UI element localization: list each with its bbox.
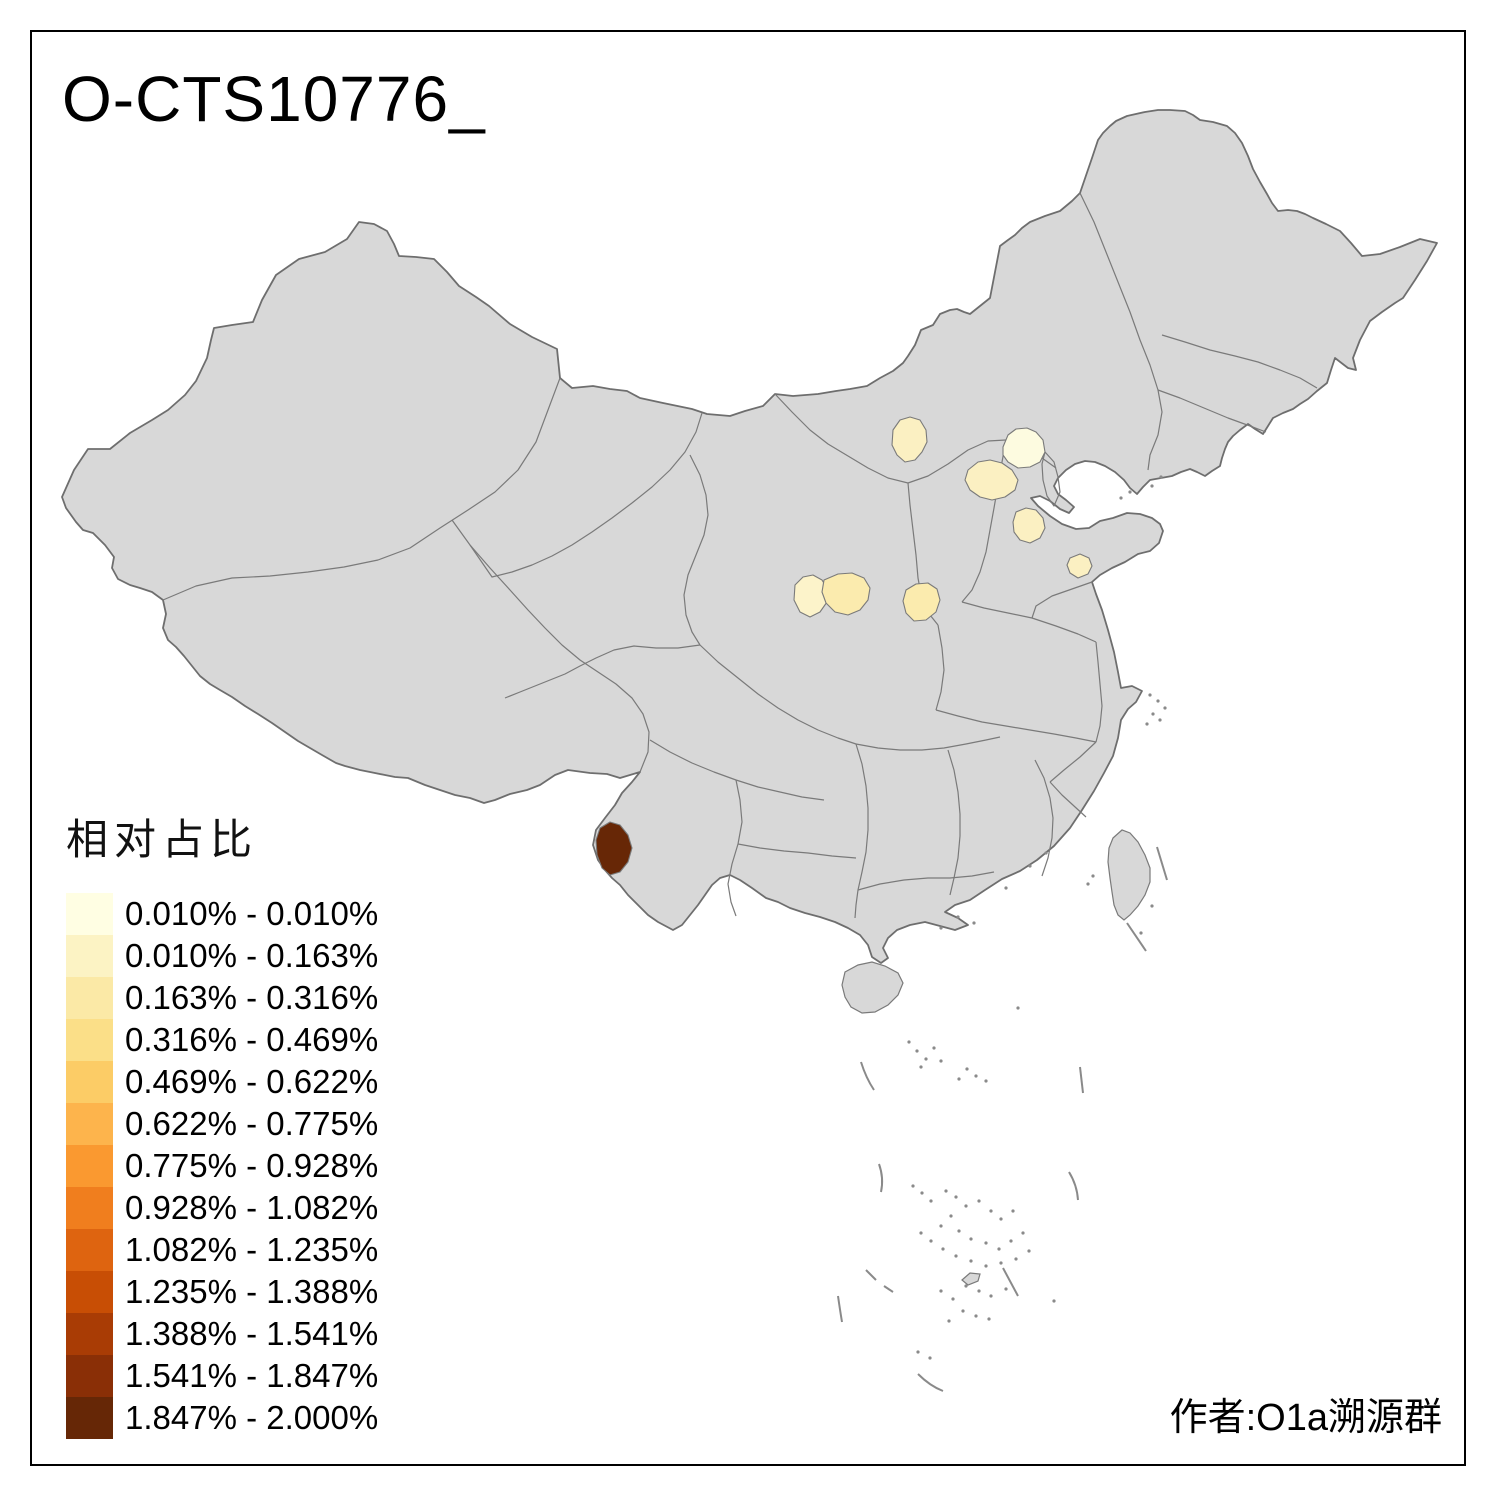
highlighted-region-3 (964, 459, 1019, 501)
highlighted-region-8 (902, 582, 941, 622)
legend-swatch (66, 1313, 113, 1355)
legend-item: 0.316% - 0.469% (66, 1019, 378, 1061)
legend-swatch (66, 893, 113, 935)
legend-swatch (66, 1397, 113, 1439)
attribution-text: 作者:O1a溯源群 (1169, 1397, 1442, 1439)
sea-boundary-dashes (837, 846, 1168, 1392)
legend-swatch (66, 935, 113, 977)
legend-swatch (66, 1229, 113, 1271)
legend-item: 1.082% - 1.235% (66, 1229, 378, 1271)
legend-swatch (66, 977, 113, 1019)
legend-item: 1.235% - 1.388% (66, 1271, 378, 1313)
hainan-island (841, 961, 904, 1014)
legend-item: 0.928% - 1.082% (66, 1187, 378, 1229)
legend-item: 1.541% - 1.847% (66, 1355, 378, 1397)
taiwan-island (1107, 829, 1151, 921)
legend-label: 1.541% - 1.847% (125, 1357, 379, 1394)
legend-item: 0.775% - 0.928% (66, 1145, 378, 1187)
legend-label: 0.775% - 0.928% (125, 1147, 379, 1184)
highlighted-region-5 (1066, 553, 1093, 579)
legend-label: 0.163% - 0.316% (125, 979, 379, 1016)
legend-item: 0.469% - 0.622% (66, 1061, 378, 1103)
legend-item: 1.847% - 2.000% (66, 1397, 378, 1439)
china-outline (61, 109, 1438, 964)
legend-item: 0.010% - 0.163% (66, 935, 378, 977)
highlighted-regions (595, 416, 1093, 876)
highlighted-region-1 (1002, 427, 1046, 469)
highlighted-region-4 (1012, 507, 1046, 544)
highlighted-region-7 (821, 572, 871, 616)
plot-frame-border (30, 30, 1466, 1466)
legend-label: 0.010% - 0.163% (125, 937, 379, 974)
islands (841, 829, 1151, 1286)
highlighted-region-9 (595, 821, 633, 876)
legend-label: 1.847% - 2.000% (125, 1399, 379, 1436)
legend-label: 0.928% - 1.082% (125, 1189, 379, 1226)
legend-item: 0.622% - 0.775% (66, 1103, 378, 1145)
legend-title: 相对占比 (66, 816, 259, 863)
legend-item: 1.388% - 1.541% (66, 1313, 378, 1355)
highlighted-region-2 (891, 416, 928, 463)
island-dots (907, 475, 1167, 1360)
legend-swatch (66, 1271, 113, 1313)
legend-swatch (66, 1103, 113, 1145)
page-title: O-CTS10776_ (62, 63, 486, 135)
legend-label: 0.010% - 0.010% (125, 895, 379, 932)
small-islet (961, 1272, 981, 1286)
legend-swatch (66, 1355, 113, 1397)
legend-label: 1.082% - 1.235% (125, 1231, 379, 1268)
legend-label: 0.469% - 0.622% (125, 1063, 379, 1100)
legend-swatch (66, 1061, 113, 1103)
legend-label: 0.622% - 0.775% (125, 1105, 379, 1142)
legend-label: 1.235% - 1.388% (125, 1273, 379, 1310)
legend: 相对占比 0.010% - 0.010% 0.010% - 0.163% 0.1… (66, 806, 378, 1439)
legend-swatch (66, 1145, 113, 1187)
legend-label: 1.388% - 1.541% (125, 1315, 379, 1352)
legend-item: 0.163% - 0.316% (66, 977, 378, 1019)
legend-swatch (66, 1019, 113, 1061)
legend-swatch (66, 1187, 113, 1229)
legend-label: 0.316% - 0.469% (125, 1021, 379, 1058)
legend-item: 0.010% - 0.010% (66, 893, 378, 935)
